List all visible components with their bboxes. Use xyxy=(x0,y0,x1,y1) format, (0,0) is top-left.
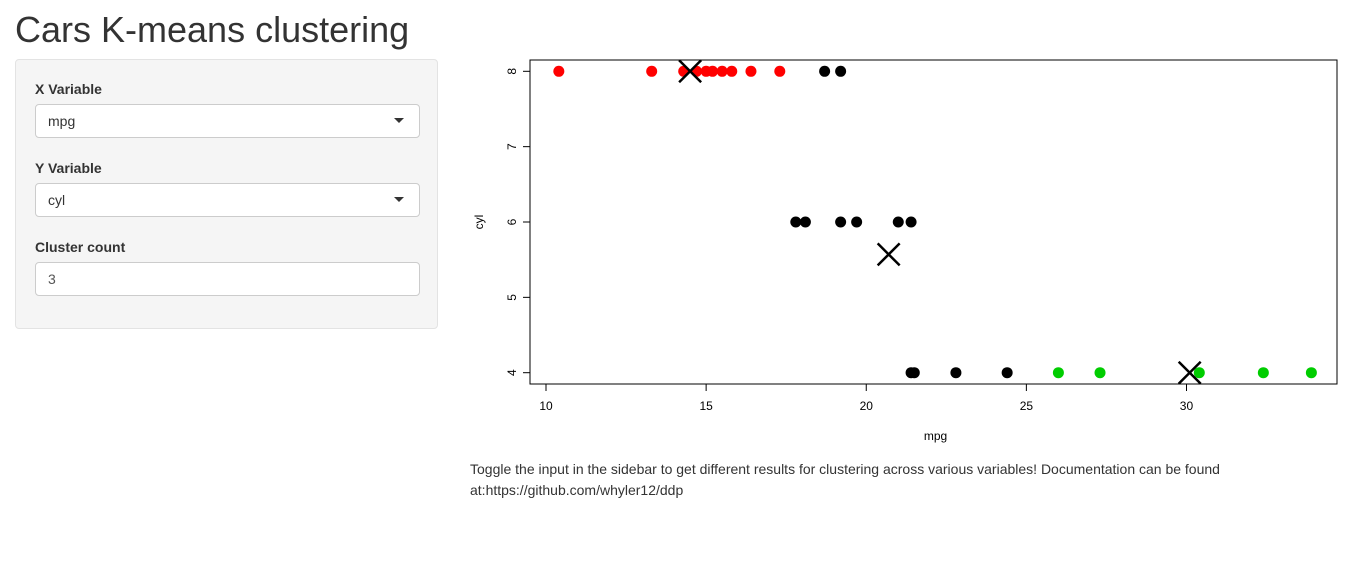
data-point xyxy=(745,65,757,77)
sidebar-panel: X Variable mpg Y Variable cyl Cluster co… xyxy=(15,59,438,329)
y-variable-field: Y Variable cyl xyxy=(35,159,420,217)
data-point xyxy=(835,65,847,77)
x-tick-label: 30 xyxy=(1180,399,1194,413)
page-title: Cars K-means clustering xyxy=(15,9,410,50)
data-point xyxy=(835,216,847,228)
x-variable-select[interactable]: mpg xyxy=(35,104,420,138)
y-tick-label: 4 xyxy=(505,369,519,376)
cluster-count-field: Cluster count xyxy=(35,238,420,296)
data-point xyxy=(799,216,811,228)
data-point xyxy=(726,65,738,77)
data-point xyxy=(851,216,863,228)
cluster-center-marker xyxy=(1177,360,1202,385)
chevron-down-icon xyxy=(394,197,404,202)
data-point xyxy=(1001,367,1013,379)
scatter-chart: 10 15 20 25 30 4 5 6 7 8 mpg cyl xyxy=(472,59,1338,443)
data-point xyxy=(790,216,802,228)
x-variable-field: X Variable mpg xyxy=(35,80,420,138)
description-text: Toggle the input in the sidebar to get d… xyxy=(470,461,1220,498)
x-variable-label: X Variable xyxy=(35,81,102,97)
y-variable-select[interactable]: cyl xyxy=(35,183,420,217)
data-point xyxy=(905,216,917,228)
y-axis-label: cyl xyxy=(472,215,486,230)
data-point xyxy=(950,367,962,379)
cluster-center-marker xyxy=(876,242,901,267)
y-tick-label: 6 xyxy=(505,218,519,225)
y-tick-label: 5 xyxy=(505,294,519,301)
x-tick-label: 25 xyxy=(1020,399,1034,413)
cluster-count-label: Cluster count xyxy=(35,239,126,255)
plot-frame xyxy=(529,59,1338,385)
data-point xyxy=(774,65,786,77)
data-point xyxy=(716,65,728,77)
cluster-count-input[interactable] xyxy=(35,262,420,296)
data-point xyxy=(1094,367,1106,379)
x-tick-label: 20 xyxy=(860,399,874,413)
y-variable-label: Y Variable xyxy=(35,160,102,176)
chevron-down-icon xyxy=(394,118,404,123)
x-tick-label: 10 xyxy=(539,399,553,413)
y-tick-label: 7 xyxy=(505,143,519,150)
data-point xyxy=(1257,367,1269,379)
data-point xyxy=(1052,367,1064,379)
data-point xyxy=(646,65,658,77)
y-variable-selected-value: cyl xyxy=(48,192,66,208)
data-point xyxy=(1305,367,1317,379)
data-point xyxy=(908,367,920,379)
plot-area: 10 15 20 25 30 4 5 6 7 8 mpg cyl xyxy=(470,54,1350,454)
x-tick-label: 15 xyxy=(699,399,713,413)
data-point xyxy=(819,65,831,77)
y-tick-label: 8 xyxy=(505,68,519,75)
x-variable-selected-value: mpg xyxy=(48,113,76,129)
data-point xyxy=(1193,367,1205,379)
data-point xyxy=(892,216,904,228)
cluster-center-marker xyxy=(678,59,703,84)
data-point xyxy=(707,65,719,77)
x-axis-label: mpg xyxy=(924,429,947,443)
data-point xyxy=(553,65,565,77)
